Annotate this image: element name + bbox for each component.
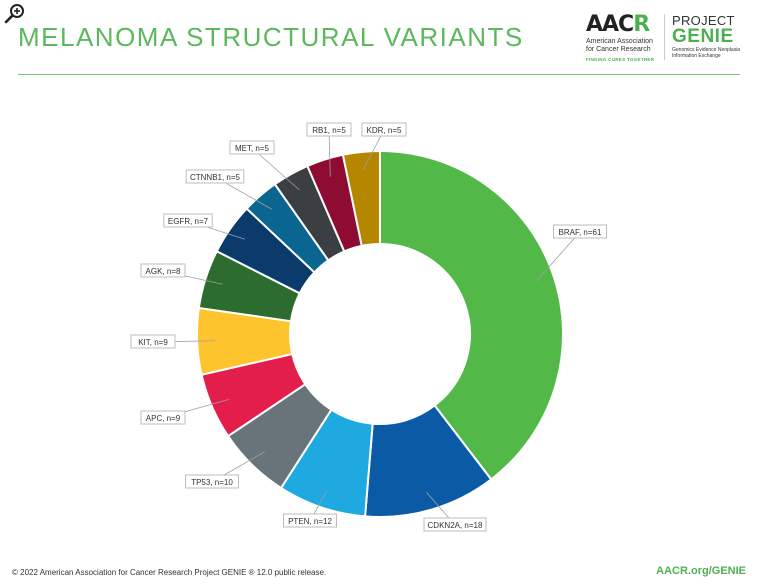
aacr-wordmark: AACR bbox=[586, 12, 656, 37]
leader-line-kit bbox=[174, 340, 216, 342]
label-text-egfr: EGFR, n=7 bbox=[168, 217, 209, 226]
label-box-cdkn2a bbox=[423, 517, 487, 532]
label-box-braf bbox=[553, 224, 607, 239]
genie-sub-line1: Genomics Evidence Neoplasia bbox=[672, 47, 741, 53]
footer-link[interactable]: AACR.org/GENIE bbox=[656, 565, 746, 577]
logo-divider bbox=[664, 14, 665, 60]
genie-sub-line2: Information Exchange bbox=[672, 53, 721, 59]
aacr-org-name: American Association for Cancer Research bbox=[586, 38, 656, 54]
label-text-pten: PTEN, n=12 bbox=[288, 517, 332, 526]
leader-line-met bbox=[259, 154, 300, 191]
genie-project-label: PROJECT bbox=[672, 13, 735, 28]
label-text-rb1: RB1, n=5 bbox=[312, 126, 346, 135]
label-text-cdkn2a: CDKN2A, n=18 bbox=[428, 521, 483, 530]
leader-line-braf bbox=[535, 238, 575, 282]
label-box-ctnnb1 bbox=[185, 169, 245, 184]
genie-subtitle: Genomics Evidence Neoplasia Information … bbox=[672, 47, 752, 59]
label-text-kdr: KDR, n=5 bbox=[367, 126, 402, 135]
slice-braf bbox=[379, 149, 564, 481]
slice-kdr bbox=[341, 149, 381, 248]
label-text-kit: KIT, n=9 bbox=[138, 338, 168, 347]
copyright-text: © 2022 American Association for Cancer R… bbox=[12, 568, 327, 577]
donut-chart: BRAF, n=61 CDKN2A, n=18 PTEN, n=12 TP53, n=… bbox=[130, 122, 607, 532]
label-text-tp53: TP53, n=10 bbox=[191, 478, 233, 487]
leader-line-ctnnb1 bbox=[226, 183, 273, 210]
label-ctnnb1: CTNNB1, n=5 bbox=[185, 169, 273, 210]
genie-wordmark: GENIE bbox=[672, 26, 734, 47]
aacr-wordmark-prefix: AAC bbox=[586, 12, 634, 37]
label-box-met bbox=[229, 140, 275, 155]
aacr-wordmark-suffix: R bbox=[633, 12, 650, 37]
label-cdkn2a: CDKN2A, n=18 bbox=[423, 492, 487, 532]
zoom-in-icon[interactable] bbox=[4, 3, 26, 25]
label-pten: PTEN, n=12 bbox=[283, 490, 337, 528]
label-text-apc: APC, n=9 bbox=[146, 414, 181, 423]
label-apc: APC, n=9 bbox=[140, 399, 229, 425]
label-kit: KIT, n=9 bbox=[130, 334, 216, 349]
label-box-kdr bbox=[361, 122, 407, 137]
aacr-org-line2: for Cancer Research bbox=[586, 46, 651, 53]
label-box-pten bbox=[283, 513, 337, 528]
label-box-agk bbox=[140, 263, 186, 278]
label-text-ctnnb1: CTNNB1, n=5 bbox=[190, 173, 241, 182]
leader-line-cdkn2a bbox=[426, 492, 450, 519]
label-text-braf: BRAF, n=61 bbox=[559, 228, 602, 237]
leader-line-apc bbox=[184, 399, 229, 413]
aacr-logo[interactable]: AACR American Association for Cancer Res… bbox=[586, 12, 656, 68]
label-box-egfr bbox=[163, 213, 213, 228]
leader-line-rb1 bbox=[328, 136, 331, 177]
label-braf: BRAF, n=61 bbox=[535, 224, 607, 282]
label-box-rb1 bbox=[306, 122, 352, 137]
leader-line-egfr bbox=[208, 227, 246, 240]
leader-line-tp53 bbox=[223, 451, 265, 476]
label-text-agk: AGK, n=8 bbox=[146, 267, 181, 276]
label-rb1: RB1, n=5 bbox=[306, 122, 352, 177]
label-box-tp53 bbox=[185, 474, 239, 489]
label-agk: AGK, n=8 bbox=[140, 263, 223, 285]
leader-line-kdr bbox=[362, 136, 381, 171]
header-divider bbox=[18, 74, 740, 75]
label-box-kit bbox=[130, 334, 176, 349]
label-tp53: TP53, n=10 bbox=[185, 451, 265, 489]
label-text-met: MET, n=5 bbox=[235, 144, 270, 153]
page-title: MELANOMA STRUCTURAL VARIANTS bbox=[18, 22, 524, 52]
label-met: MET, n=5 bbox=[229, 140, 300, 191]
aacr-tagline: FINDING CURES TOGETHER bbox=[586, 57, 655, 62]
genie-logo[interactable]: PROJECT GENIE Genomics Evidence Neoplasi… bbox=[672, 14, 752, 66]
label-box-apc bbox=[140, 410, 186, 425]
label-egfr: EGFR, n=7 bbox=[163, 213, 246, 240]
leader-line-agk bbox=[184, 275, 223, 285]
label-kdr: KDR, n=5 bbox=[361, 122, 407, 171]
leader-line-pten bbox=[313, 490, 328, 515]
aacr-org-line1: American Association bbox=[586, 38, 653, 45]
